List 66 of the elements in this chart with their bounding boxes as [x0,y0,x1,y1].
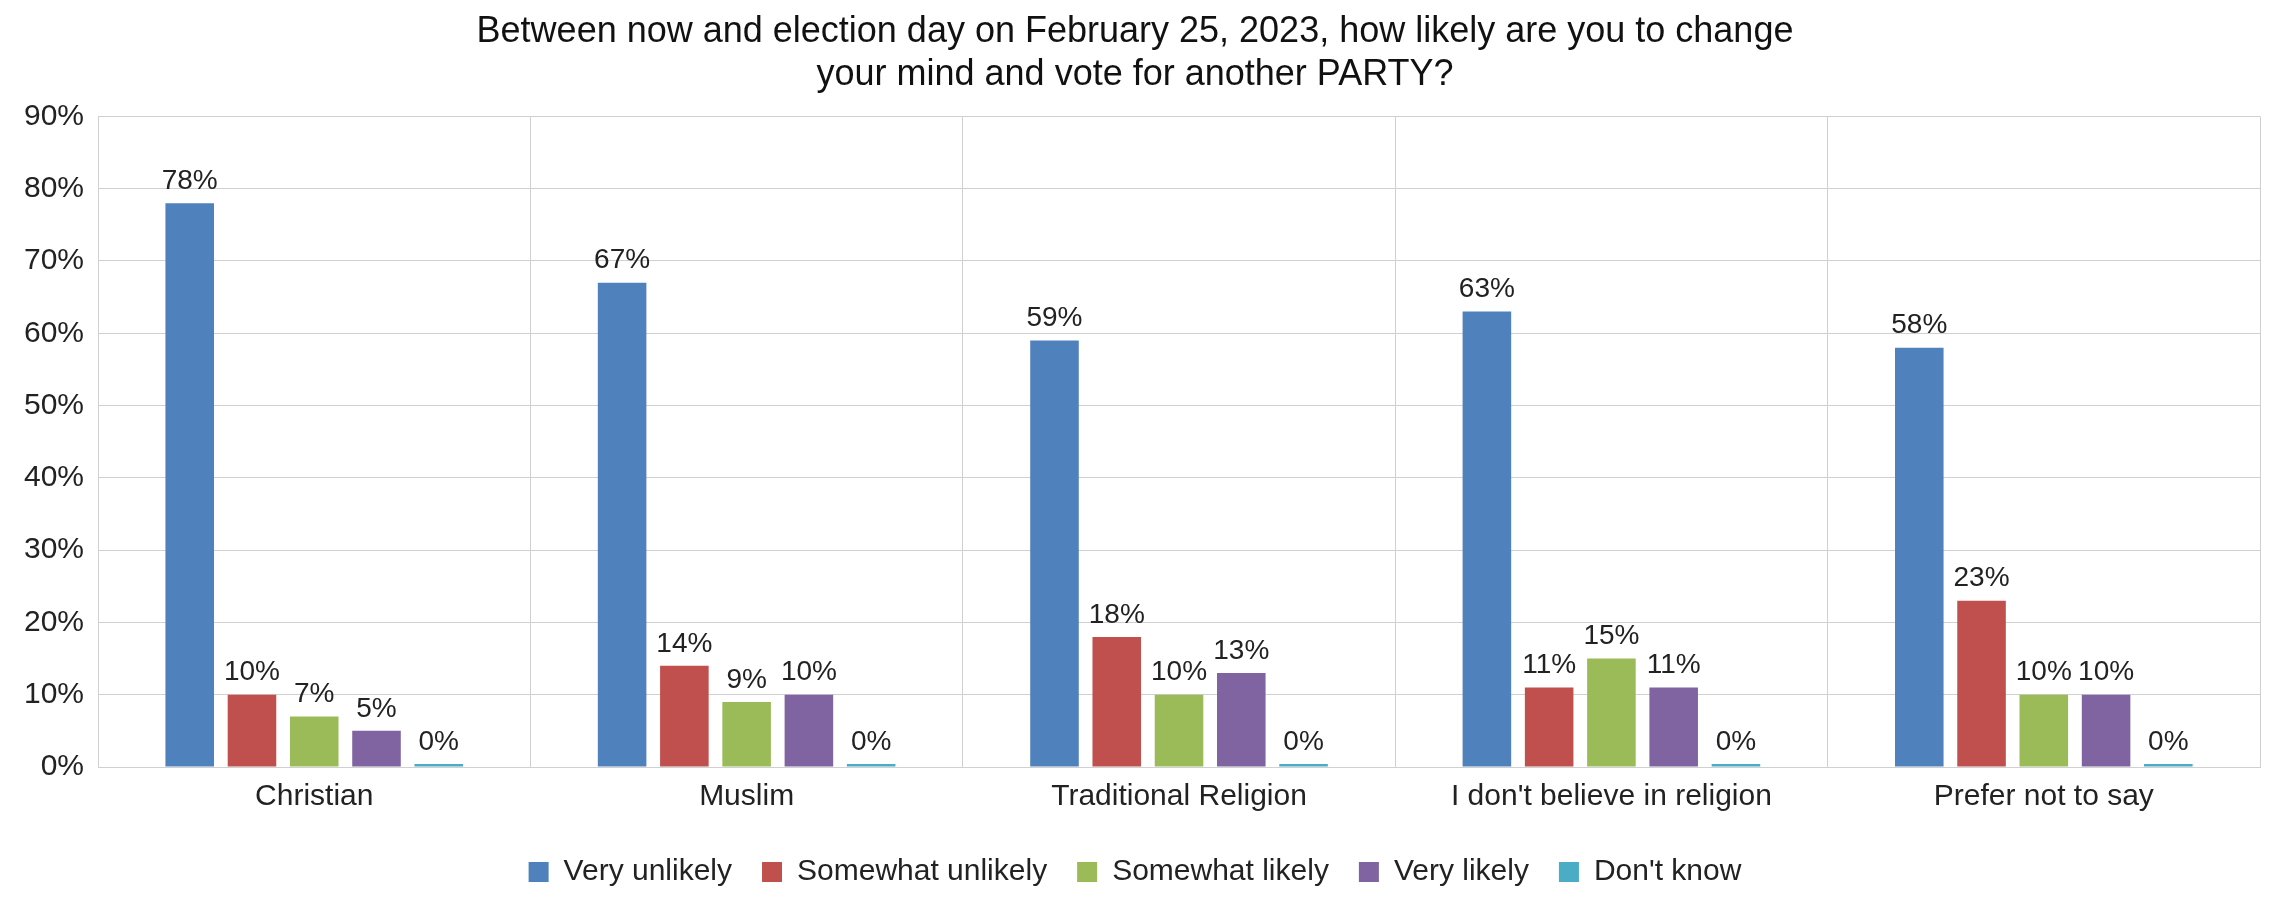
data-label: 7% [294,677,335,709]
data-label: 13% [1213,633,1270,665]
data-label: 14% [656,626,713,658]
x-tick-label: Christian [255,778,374,812]
bar [1894,347,1944,767]
bar [289,716,339,767]
y-tick-label: 0% [40,748,85,782]
x-tick-label: Traditional Religion [1051,778,1307,812]
bar [1030,340,1079,767]
y-tick-label: 20% [24,603,85,637]
y-tick-label: 30% [24,531,85,565]
data-label: 10% [223,655,280,687]
data-label: 10% [780,655,837,687]
bar [1524,687,1574,767]
y-tick-label: 80% [24,169,85,203]
bar [660,665,709,767]
legend-label: Don't know [1593,853,1742,887]
legend-label: Somewhat likely [1112,853,1329,887]
data-label: 63% [1458,272,1515,304]
bar [1587,658,1636,767]
data-label: 5% [356,691,397,723]
data-label: 0% [1283,724,1324,756]
bar [1649,687,1698,767]
bar [165,203,214,767]
data-label: 10% [2078,655,2135,687]
x-tick-label: Prefer not to say [1933,778,2154,812]
data-label: 0% [2148,724,2189,756]
legend-label: Somewhat unlikely [797,853,1048,887]
y-tick-label: 90% [24,97,85,131]
data-label: 11% [1522,648,1577,680]
data-label: 10% [2015,655,2072,687]
bar [352,730,401,767]
y-tick-label: 40% [24,459,85,493]
y-tick-label: 70% [24,242,85,276]
data-label: 0% [1715,724,1757,756]
chart-title: Between now and election day on February 25, 2023, how likely are you to change your mind and vote for another PARTY? [476,8,1794,93]
data-label: 59% [1026,301,1083,333]
bar [784,694,834,767]
x-tick-label: I don't believe in religion [1450,778,1772,812]
bar [1154,694,1204,767]
bar [227,694,277,767]
bar [1462,311,1512,767]
y-tick-label: 50% [24,386,85,420]
bar [1217,673,1266,767]
bar [597,282,647,767]
bar [2019,694,2069,767]
data-label: 18% [1088,597,1145,629]
bar [1092,636,1142,767]
data-label: 67% [594,243,651,275]
bar [1957,600,2006,767]
data-label: 0% [418,724,459,756]
data-label: 23% [1953,561,2010,593]
data-label: 11% [1646,648,1701,680]
bar [722,701,771,767]
data-label: 0% [850,724,892,756]
data-label: 78% [161,163,218,195]
data-label: 9% [726,662,767,694]
legend-label: Very likely [1393,853,1529,887]
y-tick-label: 10% [24,675,85,709]
bar [2081,694,2131,767]
y-tick-label: 60% [24,314,85,348]
data-label: 10% [1151,655,1208,687]
legend-label: Very unlikely [563,853,733,887]
data-label: 15% [1583,619,1640,651]
x-tick-label: Muslim [699,778,795,812]
data-label: 58% [1891,308,1948,340]
